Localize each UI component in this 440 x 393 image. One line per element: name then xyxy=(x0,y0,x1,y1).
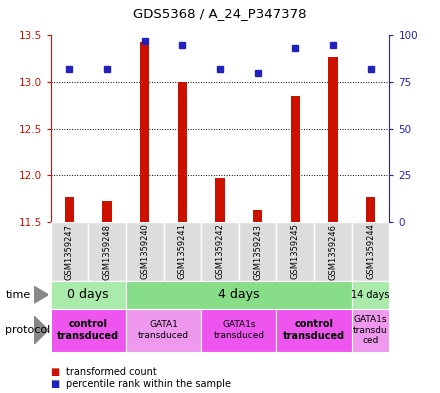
Bar xyxy=(51,222,88,281)
Text: 0 days: 0 days xyxy=(67,288,109,301)
Bar xyxy=(51,309,126,352)
Bar xyxy=(164,222,201,281)
Text: GSM1359247: GSM1359247 xyxy=(65,224,74,279)
Text: control
transduced: control transduced xyxy=(283,320,345,341)
Bar xyxy=(126,309,201,352)
Bar xyxy=(103,200,112,222)
Bar xyxy=(178,82,187,222)
Bar xyxy=(51,281,126,309)
Bar xyxy=(126,222,164,281)
Text: GSM1359244: GSM1359244 xyxy=(366,224,375,279)
Text: time: time xyxy=(5,290,30,300)
Text: GSM1359243: GSM1359243 xyxy=(253,224,262,279)
Bar xyxy=(88,222,126,281)
Text: percentile rank within the sample: percentile rank within the sample xyxy=(66,379,231,389)
Text: GSM1359248: GSM1359248 xyxy=(103,224,112,279)
Text: protocol: protocol xyxy=(5,325,51,335)
Bar xyxy=(290,96,300,222)
Bar xyxy=(276,309,352,352)
Bar xyxy=(366,197,375,222)
Text: GDS5368 / A_24_P347378: GDS5368 / A_24_P347378 xyxy=(133,7,307,20)
Text: GSM1359245: GSM1359245 xyxy=(291,224,300,279)
Text: GSM1359241: GSM1359241 xyxy=(178,224,187,279)
Text: 4 days: 4 days xyxy=(218,288,260,301)
Text: GSM1359242: GSM1359242 xyxy=(216,224,224,279)
Bar xyxy=(276,222,314,281)
Text: control
transduced: control transduced xyxy=(57,320,119,341)
Text: ■: ■ xyxy=(51,379,60,389)
Bar xyxy=(140,42,150,222)
Text: transformed count: transformed count xyxy=(66,367,157,377)
Polygon shape xyxy=(34,316,48,344)
Bar xyxy=(352,222,389,281)
Bar xyxy=(352,309,389,352)
Polygon shape xyxy=(34,286,48,303)
Bar xyxy=(65,197,74,222)
Text: GSM1359246: GSM1359246 xyxy=(328,224,337,279)
Text: GATA1s
transduced: GATA1s transduced xyxy=(213,320,264,340)
Bar xyxy=(239,222,276,281)
Text: ■: ■ xyxy=(51,367,60,377)
Bar xyxy=(328,57,337,222)
Bar xyxy=(126,281,352,309)
Bar xyxy=(352,281,389,309)
Text: GATA1s
transdu
ced: GATA1s transdu ced xyxy=(353,315,388,345)
Bar xyxy=(253,210,262,222)
Text: 14 days: 14 days xyxy=(352,290,390,300)
Text: GATA1
transduced: GATA1 transduced xyxy=(138,320,189,340)
Bar xyxy=(215,178,225,222)
Bar xyxy=(201,222,239,281)
Bar xyxy=(314,222,352,281)
Text: GSM1359240: GSM1359240 xyxy=(140,224,149,279)
Bar xyxy=(201,309,276,352)
